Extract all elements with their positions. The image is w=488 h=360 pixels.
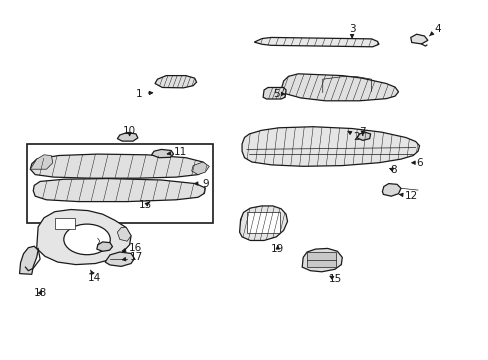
Polygon shape [239, 206, 287, 240]
Polygon shape [410, 34, 427, 44]
Polygon shape [30, 155, 53, 169]
Polygon shape [151, 149, 173, 158]
Polygon shape [281, 74, 398, 101]
Text: 7: 7 [359, 127, 366, 138]
Polygon shape [242, 127, 419, 166]
Text: 14: 14 [88, 270, 102, 283]
Text: 4: 4 [428, 24, 440, 36]
Polygon shape [97, 242, 112, 251]
Polygon shape [105, 252, 134, 266]
Text: 19: 19 [270, 244, 284, 254]
Text: 15: 15 [327, 274, 341, 284]
Polygon shape [302, 248, 342, 272]
Text: 17: 17 [122, 252, 142, 262]
Text: 1: 1 [136, 89, 152, 99]
Text: 8: 8 [389, 165, 396, 175]
Text: 6: 6 [411, 158, 422, 168]
Ellipse shape [63, 224, 110, 255]
Text: 18: 18 [33, 288, 47, 298]
Polygon shape [382, 184, 400, 196]
Text: 10: 10 [123, 126, 136, 136]
Polygon shape [155, 76, 196, 88]
Text: 3: 3 [348, 24, 355, 38]
Text: 5: 5 [272, 89, 285, 99]
Polygon shape [356, 132, 370, 140]
Polygon shape [117, 132, 138, 141]
Polygon shape [37, 210, 131, 265]
Text: 9: 9 [194, 179, 208, 189]
Text: 12: 12 [399, 191, 418, 201]
Text: 13: 13 [139, 200, 152, 210]
Polygon shape [33, 179, 205, 202]
Polygon shape [30, 154, 207, 178]
Polygon shape [254, 37, 378, 47]
Polygon shape [263, 87, 285, 99]
Bar [55, 218, 75, 229]
Polygon shape [117, 228, 131, 241]
Text: 2: 2 [347, 131, 360, 142]
Bar [246, 212, 280, 233]
Polygon shape [191, 162, 209, 175]
Polygon shape [20, 246, 38, 274]
Text: 11: 11 [167, 147, 186, 157]
Text: 16: 16 [122, 243, 142, 253]
Bar [27, 144, 212, 223]
Bar [306, 252, 336, 267]
